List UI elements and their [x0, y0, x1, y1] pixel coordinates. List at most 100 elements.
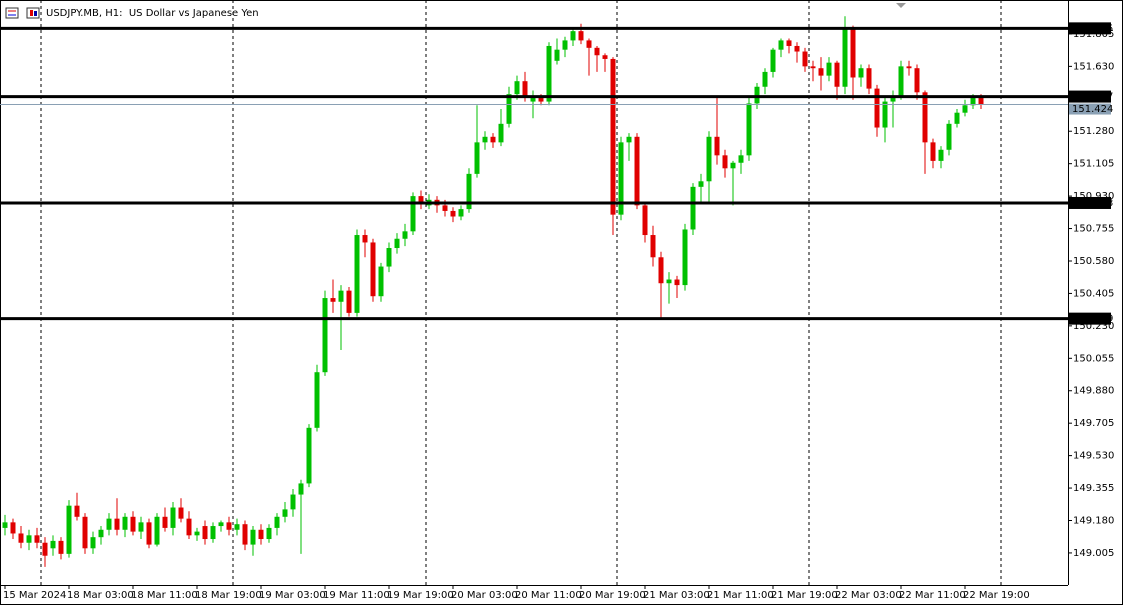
- y-tick-label: 150.230: [1073, 321, 1114, 332]
- candle-body: [602, 55, 608, 59]
- candle-body: [962, 105, 968, 113]
- candles: [2, 16, 984, 567]
- level-label-box: [1069, 312, 1111, 325]
- candle-body: [90, 537, 96, 549]
- level-label: 151.467: [1072, 92, 1113, 103]
- candle-body: [522, 81, 528, 97]
- x-tick-label: 19 Mar 19:00: [387, 590, 454, 601]
- candle-body: [866, 68, 872, 89]
- candle-body: [274, 516, 280, 528]
- candle-body: [538, 97, 544, 102]
- x-tick-label: 21 Mar 11:00: [707, 590, 774, 601]
- candle-body: [586, 40, 592, 48]
- candle-body: [778, 40, 784, 50]
- candle-body: [194, 531, 200, 536]
- y-tick-label: 150.755: [1073, 224, 1114, 235]
- candle-body: [138, 522, 144, 532]
- icon: [5, 7, 19, 19]
- level-label: 151.835: [1072, 23, 1113, 34]
- candle-body: [234, 524, 240, 530]
- symbol-icons: [5, 7, 40, 19]
- candle-body: [18, 533, 24, 543]
- candle-body: [130, 516, 136, 532]
- candle-body: [914, 68, 920, 93]
- price-label: 151.424: [1072, 104, 1113, 115]
- candle-body: [490, 136, 496, 143]
- candle-body: [562, 40, 568, 50]
- candle-body: [282, 509, 288, 517]
- candle-body: [834, 62, 840, 87]
- candle-body: [306, 427, 312, 484]
- x-tick-label: 22 Mar 11:00: [899, 590, 966, 601]
- candle-body: [50, 540, 56, 549]
- candle-body: [42, 542, 48, 556]
- candle-body: [530, 97, 536, 102]
- x-tick-label: 21 Mar 19:00: [771, 590, 838, 601]
- candle-body: [290, 494, 296, 510]
- candle-body: [642, 205, 648, 236]
- candle-body: [826, 62, 832, 76]
- x-tick-label: 15 Mar 2024: [3, 590, 66, 601]
- candle-body: [330, 298, 336, 302]
- candle-body: [82, 516, 88, 549]
- candle-body: [722, 155, 728, 169]
- candle-body: [770, 49, 776, 72]
- candle-body: [922, 92, 928, 143]
- x-tick-label: 20 Mar 11:00: [515, 590, 582, 601]
- candle-body: [298, 483, 304, 495]
- y-tick-label: 149.530: [1073, 451, 1114, 462]
- candle-body: [762, 71, 768, 87]
- candle-body: [786, 40, 792, 46]
- candle-body: [906, 66, 912, 69]
- candle-body: [186, 518, 192, 536]
- level-label-box: [1069, 22, 1111, 35]
- candle-body: [242, 524, 248, 545]
- x-tick-label: 18 Mar 19:00: [195, 590, 262, 601]
- candle-body: [402, 231, 408, 239]
- candle-body: [978, 97, 984, 105]
- candle-body: [546, 45, 552, 102]
- x-tick-label: 20 Mar 19:00: [579, 590, 646, 601]
- candle-body: [266, 527, 272, 540]
- candle-body: [882, 101, 888, 128]
- candle-body: [650, 235, 656, 258]
- candle-body: [730, 162, 736, 169]
- icon-candle: [34, 11, 37, 16]
- day-separators: [40, 0, 1002, 585]
- candle-body: [578, 31, 584, 41]
- candle-body: [394, 238, 400, 249]
- candle-body: [874, 88, 880, 128]
- candle-body: [170, 507, 176, 528]
- candle-body: [514, 81, 520, 95]
- candle-body: [466, 173, 472, 210]
- candle-body: [938, 149, 944, 161]
- level-label: 150.269: [1072, 314, 1113, 325]
- candle-body: [970, 97, 976, 106]
- candle-body: [2, 522, 8, 528]
- y-tick-label: 149.180: [1073, 515, 1114, 526]
- candle-body: [66, 505, 72, 554]
- chart-title: USDJPY.MB, H1: US Dollar vs Japanese Yen: [46, 8, 259, 19]
- candle-body: [338, 290, 344, 302]
- y-tick-label: 151.630: [1073, 61, 1114, 72]
- y-tick-label: 149.705: [1073, 418, 1114, 429]
- candle-body: [842, 29, 848, 87]
- candle-body: [482, 136, 488, 143]
- candle-body: [450, 210, 456, 217]
- candle-body: [378, 266, 384, 297]
- candle-body: [386, 248, 392, 267]
- y-tick-label: 151.280: [1073, 126, 1114, 137]
- price-label-box: [1069, 103, 1111, 115]
- icon-candle: [30, 10, 33, 16]
- candle-body: [146, 522, 152, 545]
- candle-body: [370, 242, 376, 297]
- candle-body: [314, 372, 320, 428]
- candle-body: [954, 112, 960, 124]
- candle-body: [106, 518, 112, 530]
- candle-body: [218, 522, 224, 527]
- candle-body: [210, 526, 216, 540]
- x-tick-label: 18 Mar 03:00: [67, 590, 134, 601]
- candle-body: [410, 196, 416, 232]
